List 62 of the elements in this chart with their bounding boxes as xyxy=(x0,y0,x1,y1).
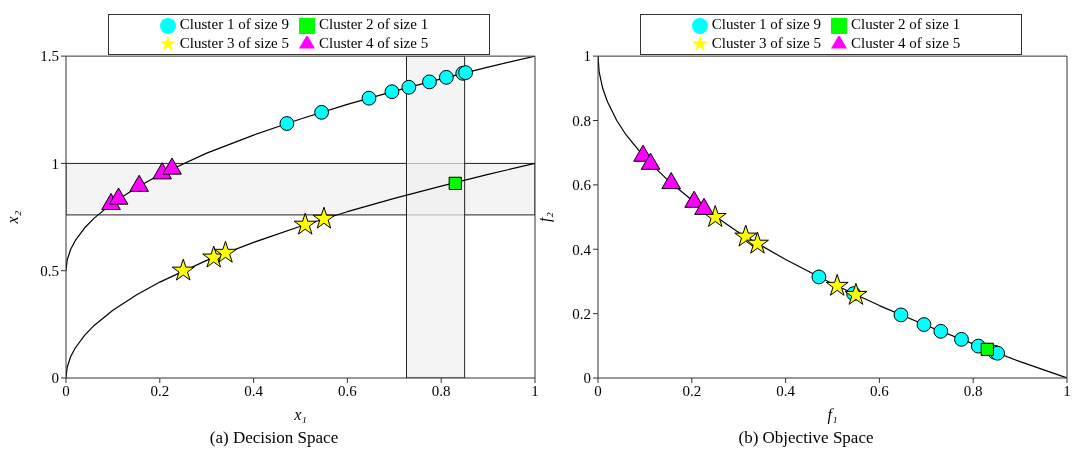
point xyxy=(825,273,849,296)
point xyxy=(811,269,827,285)
point xyxy=(108,187,129,205)
text: (b) Objective Space xyxy=(738,428,874,448)
legend-label: Cluster 3 of size 5 xyxy=(179,34,289,51)
point xyxy=(980,342,994,356)
y-tick-label: 0 xyxy=(51,370,59,387)
y-tick-label: 0.6 xyxy=(572,177,592,194)
legend-label: Cluster 2 of size 1 xyxy=(851,16,961,32)
point xyxy=(893,307,909,323)
x-tick-label: 1 xyxy=(1063,382,1071,399)
x-tick-label: 0.6 xyxy=(870,382,890,399)
x-axis-title: f₁ xyxy=(827,406,838,424)
x-tick-label: 0.2 xyxy=(682,382,702,399)
point xyxy=(162,157,182,175)
y-axis-title: x₂ xyxy=(4,210,21,225)
point xyxy=(314,104,330,120)
x-axis-title: x₁ xyxy=(293,406,307,423)
point xyxy=(694,197,714,215)
x-tick-label: 0.4 xyxy=(776,382,796,399)
y-tick-label: 0.2 xyxy=(572,305,591,322)
point xyxy=(312,206,336,229)
legend-label: Cluster 2 of size 1 xyxy=(319,16,429,32)
point xyxy=(954,331,969,347)
point xyxy=(745,231,769,254)
point xyxy=(684,190,704,208)
y-tick-label: 0.5 xyxy=(40,263,59,280)
x-tick-label: 0.4 xyxy=(244,382,264,399)
point xyxy=(213,240,237,263)
x-tick-label: 0.2 xyxy=(150,382,170,399)
y-tick-label: 0.8 xyxy=(572,112,591,129)
point xyxy=(916,317,932,332)
x-tick-label: 0.8 xyxy=(963,382,983,399)
point xyxy=(129,174,149,192)
y-tick-label: 0.4 xyxy=(572,241,592,258)
legend-label: Cluster 1 of size 9 xyxy=(179,16,289,32)
x-tick-label: 0 xyxy=(62,382,70,399)
point xyxy=(661,172,681,190)
point xyxy=(293,212,317,235)
y-tick-label: 1 xyxy=(51,155,59,172)
point xyxy=(422,74,437,90)
legend-label: Cluster 4 of size 5 xyxy=(319,34,429,51)
point xyxy=(401,79,417,95)
point xyxy=(933,323,949,339)
legend-label: Cluster 4 of size 5 xyxy=(851,34,961,51)
point xyxy=(438,69,454,85)
point xyxy=(384,84,400,100)
legend-label: Cluster 1 of size 9 xyxy=(711,16,821,32)
y-tick-label: 0 xyxy=(583,370,591,387)
point xyxy=(640,152,661,170)
x-tick-label: 1 xyxy=(531,382,539,399)
y-tick-label: 1.5 xyxy=(40,48,59,65)
y-tick-label: 1 xyxy=(583,48,591,65)
point xyxy=(279,116,295,131)
legend-label: Cluster 3 of size 5 xyxy=(711,34,821,51)
point xyxy=(171,258,195,281)
x-tick-label: 0.6 xyxy=(338,382,358,399)
point xyxy=(448,176,462,190)
text: (a) Decision Space xyxy=(209,428,339,448)
point xyxy=(844,282,868,305)
x-tick-label: 0.8 xyxy=(431,382,451,399)
point xyxy=(361,90,377,106)
